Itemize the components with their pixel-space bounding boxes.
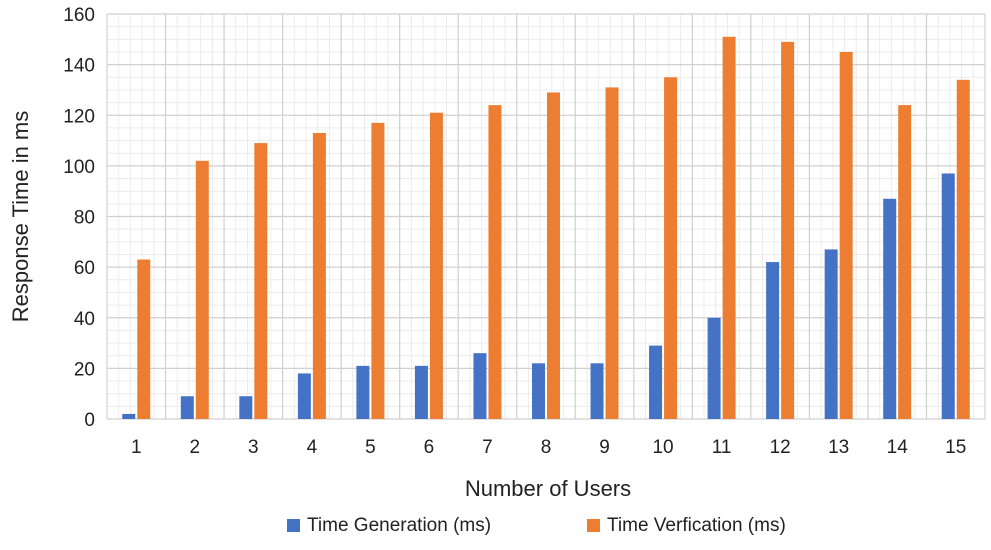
- x-tick-label: 8: [541, 437, 552, 458]
- x-tick-label: 11: [712, 437, 732, 458]
- bar-time-verification-13: [839, 51, 853, 419]
- y-axis-title: Response Time in ms: [8, 111, 33, 323]
- bar-time-verification-7: [488, 105, 502, 419]
- bar-time-verification-3: [254, 143, 268, 419]
- x-tick-label: 1: [131, 437, 142, 458]
- bar-time-generation-9: [590, 363, 604, 419]
- legend-label-time-generation: Time Generation (ms): [307, 515, 491, 536]
- y-tick-label: 120: [63, 106, 95, 127]
- x-tick-label: 3: [248, 437, 259, 458]
- bar-time-generation-4: [297, 373, 311, 419]
- bar-time-generation-8: [532, 363, 545, 419]
- x-tick-label: 4: [307, 437, 318, 458]
- bar-time-verification-2: [195, 160, 209, 419]
- y-tick-label: 100: [63, 157, 95, 178]
- bars: [122, 36, 970, 419]
- y-tick-label: 160: [63, 5, 95, 26]
- gridlines: [106, 13, 986, 420]
- x-tick-label: 12: [770, 437, 791, 458]
- x-tick-label: 15: [945, 437, 966, 458]
- y-tick-label: 40: [74, 309, 95, 330]
- y-tick-label: 60: [74, 258, 95, 279]
- bar-time-verification-5: [371, 122, 385, 419]
- bar-time-generation-5: [356, 365, 370, 419]
- bar-time-generation-14: [883, 198, 897, 419]
- bar-time-generation-7: [473, 353, 487, 419]
- x-tick-label: 2: [190, 437, 201, 458]
- bar-time-verification-9: [605, 87, 619, 419]
- bar-time-generation-1: [122, 413, 136, 419]
- bar-time-generation-6: [414, 365, 428, 419]
- bar-time-verification-8: [547, 92, 560, 419]
- x-tick-label: 6: [424, 437, 435, 458]
- bar-time-verification-4: [312, 132, 326, 419]
- legend-label-time-verification: Time Verfication (ms): [607, 515, 786, 536]
- x-axis-title: Number of Users: [465, 476, 631, 501]
- bar-time-generation-3: [239, 396, 253, 419]
- bar-time-verification-15: [956, 79, 970, 419]
- x-tick-label: 5: [365, 437, 376, 458]
- bar-time-generation-10: [649, 345, 663, 419]
- bar-time-verification-1: [137, 259, 151, 419]
- x-tick-label: 13: [828, 437, 849, 458]
- x-tick-label: 14: [887, 437, 909, 458]
- y-tick-label: 0: [84, 410, 95, 431]
- x-tick-label: 10: [652, 437, 673, 458]
- x-tick-label: 9: [599, 437, 610, 458]
- bar-time-generation-13: [824, 249, 838, 419]
- bar-time-verification-6: [429, 112, 443, 419]
- y-tick-label: 20: [74, 359, 95, 380]
- x-tick-label: 7: [482, 437, 493, 458]
- bar-time-verification-14: [898, 105, 912, 419]
- legend-swatch-time-generation: [287, 519, 300, 532]
- bar-time-generation-2: [180, 396, 194, 419]
- legend: Time Generation (ms) Time Verfication (ms…: [287, 515, 786, 536]
- y-tick-label: 140: [63, 56, 95, 77]
- bar-time-verification-12: [781, 41, 795, 419]
- legend-swatch-time-verification: [587, 519, 600, 532]
- y-tick-label: 80: [74, 208, 95, 229]
- bar-time-generation-11: [707, 317, 721, 419]
- bar-time-generation-12: [766, 262, 780, 419]
- bar-time-verification-11: [722, 36, 736, 419]
- bar-time-verification-10: [664, 77, 678, 419]
- bar-time-generation-15: [941, 173, 955, 419]
